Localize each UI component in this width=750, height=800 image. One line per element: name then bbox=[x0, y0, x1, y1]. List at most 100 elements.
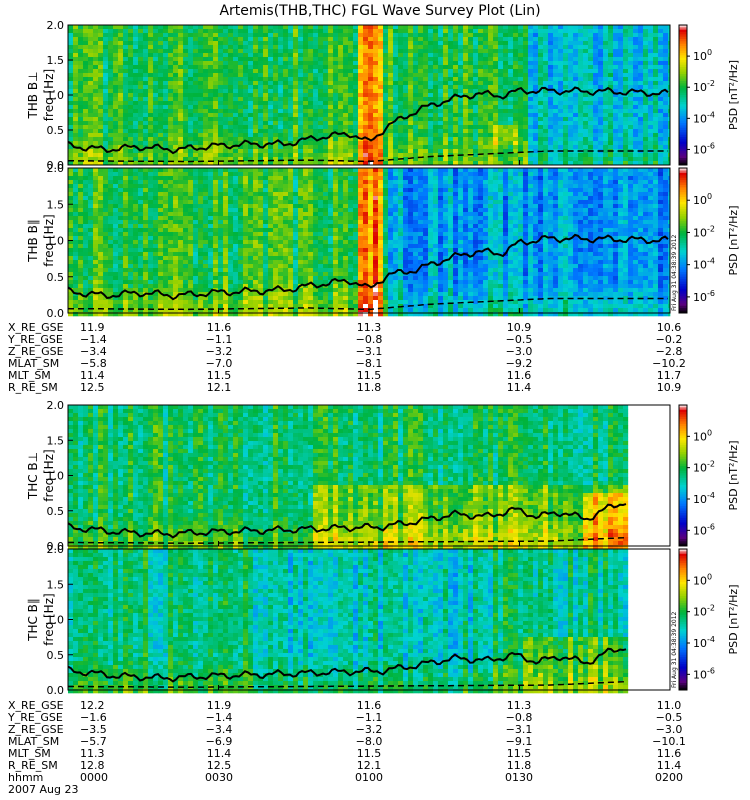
spectrogram-cell bbox=[233, 113, 239, 118]
spectrogram-cell bbox=[128, 113, 134, 118]
spectrogram-cell bbox=[98, 300, 104, 305]
spectrogram-cell bbox=[83, 184, 89, 189]
spectrogram-cell bbox=[113, 89, 119, 94]
spectrogram-cell bbox=[323, 133, 329, 138]
spectrogram-cell bbox=[578, 161, 584, 166]
spectrogram-cell bbox=[493, 53, 499, 58]
spectrogram-cell bbox=[108, 268, 114, 273]
spectrogram-cell bbox=[113, 33, 119, 38]
spectrogram-cell bbox=[133, 284, 139, 289]
spectrogram-cell bbox=[638, 105, 644, 110]
spectrogram-cell bbox=[418, 37, 424, 42]
spectrogram-cell bbox=[493, 133, 499, 138]
spectrogram-cell bbox=[478, 153, 484, 158]
spectrogram-cell bbox=[248, 149, 254, 154]
spectrogram-cell bbox=[193, 109, 199, 114]
spectrogram-cell bbox=[383, 145, 389, 150]
spectrogram-cell bbox=[348, 141, 354, 146]
spectrogram-cell bbox=[408, 141, 414, 146]
spectrogram-cell bbox=[333, 97, 339, 102]
spectrogram-cell bbox=[343, 97, 349, 102]
spectrogram-cell bbox=[263, 137, 269, 142]
spectrogram-cell bbox=[128, 141, 134, 146]
spectrogram-cell bbox=[663, 97, 669, 102]
spectrogram-cell bbox=[213, 137, 219, 142]
spectrogram-cell bbox=[558, 33, 564, 38]
spectrogram-cell bbox=[628, 161, 634, 166]
spectrogram-cell bbox=[193, 49, 199, 54]
spectrogram-cell bbox=[183, 41, 189, 46]
spectrogram-cell bbox=[143, 109, 149, 114]
spectrogram-cell bbox=[103, 81, 109, 86]
spectrogram-cell bbox=[408, 125, 414, 130]
spectrogram-cell bbox=[83, 168, 89, 173]
spectrogram-cell bbox=[338, 109, 344, 114]
spectrogram-cell bbox=[173, 133, 179, 138]
spectrogram-cell bbox=[128, 37, 134, 42]
spectrogram-cell bbox=[228, 137, 234, 142]
spectrogram-cell bbox=[98, 141, 104, 146]
spectrogram-cell bbox=[533, 105, 539, 110]
spectrogram-cell bbox=[668, 49, 671, 54]
spectrogram-cell bbox=[78, 89, 84, 94]
spectrogram-cell bbox=[228, 117, 234, 122]
spectrogram-cell bbox=[473, 129, 479, 134]
spectrogram-cell bbox=[83, 264, 89, 269]
spectrogram-cell bbox=[383, 109, 389, 114]
spectrogram-cell bbox=[663, 141, 669, 146]
spectrogram-cell bbox=[83, 268, 89, 273]
spectrogram-cell bbox=[133, 141, 139, 146]
spectrogram-cell bbox=[313, 105, 319, 110]
spectrogram-cell bbox=[458, 33, 464, 38]
spectrogram-cell bbox=[88, 220, 94, 225]
spectrogram-cell bbox=[543, 153, 549, 158]
spectrogram-cell bbox=[68, 208, 74, 213]
spectrogram-cell bbox=[78, 256, 84, 261]
spectrogram-cell bbox=[663, 49, 669, 54]
spectrogram-cell bbox=[448, 45, 454, 50]
spectrogram-cell bbox=[348, 101, 354, 106]
spectrogram-cell bbox=[103, 176, 109, 181]
spectrogram-cell bbox=[93, 196, 99, 201]
colorbar-segment bbox=[679, 118, 687, 122]
spectrogram-cell bbox=[103, 69, 109, 74]
spectrogram-cell bbox=[178, 37, 184, 42]
colorbar-tick-base: 10 bbox=[693, 81, 707, 94]
spectrogram-cell bbox=[443, 129, 449, 134]
spectrogram-cell bbox=[278, 109, 284, 114]
spectrogram-cell bbox=[153, 77, 159, 82]
spectrogram-cell bbox=[68, 224, 74, 229]
spectrogram-cell bbox=[403, 53, 409, 58]
spectrogram-cell bbox=[468, 89, 474, 94]
spectrogram-cell bbox=[558, 161, 564, 166]
spectrogram-cell bbox=[408, 37, 414, 42]
spectrogram-cell bbox=[183, 133, 189, 138]
spectrogram-cell bbox=[563, 33, 569, 38]
spectrogram-cell bbox=[293, 57, 299, 62]
spectrogram-cell bbox=[93, 284, 99, 289]
spectrogram-cell bbox=[343, 153, 349, 158]
spectrogram-cell bbox=[83, 37, 89, 42]
spectrogram-cell bbox=[308, 29, 314, 34]
spectrogram-cell bbox=[138, 204, 144, 209]
spectrogram-cell bbox=[118, 53, 124, 58]
spectrogram-cell bbox=[213, 105, 219, 110]
spectrogram-cell bbox=[543, 41, 549, 46]
spectrogram-cell bbox=[343, 33, 349, 38]
spectrogram-cell bbox=[108, 73, 114, 78]
spectrogram-cell bbox=[218, 53, 224, 58]
spectrogram-cell bbox=[213, 89, 219, 94]
spectrogram-cell bbox=[663, 153, 669, 158]
spectrogram-cell bbox=[188, 73, 194, 78]
colorbar-tick-base: 10 bbox=[693, 143, 707, 156]
spectrogram-cell bbox=[163, 81, 169, 86]
spectrogram-cell bbox=[68, 89, 74, 94]
spectrogram-cell bbox=[528, 45, 534, 50]
spectrogram-cell bbox=[128, 105, 134, 110]
spectrogram-cell bbox=[328, 141, 334, 146]
spectrogram-cell bbox=[643, 157, 649, 162]
spectrogram-cell bbox=[223, 129, 229, 134]
spectrogram-cell bbox=[103, 161, 109, 166]
spectrogram-cell bbox=[243, 129, 249, 134]
spectrogram-cell bbox=[103, 85, 109, 90]
